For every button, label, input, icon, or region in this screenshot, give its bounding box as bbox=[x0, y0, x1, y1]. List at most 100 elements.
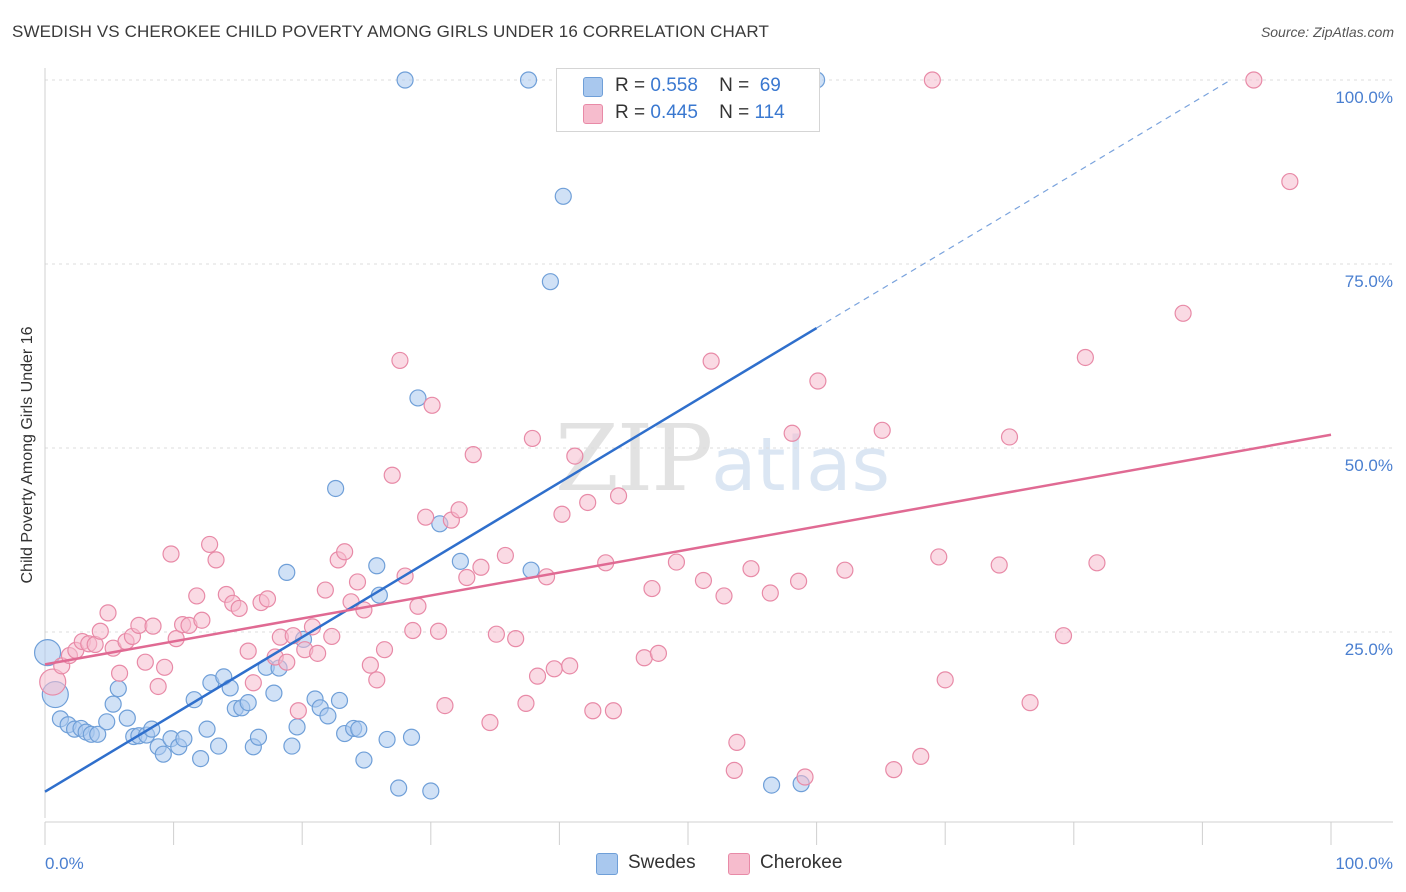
data-point-cherokee bbox=[1281, 172, 1299, 191]
data-point-cherokee bbox=[348, 573, 367, 591]
data-point-cherokee bbox=[1000, 428, 1019, 446]
data-point-cherokee bbox=[923, 71, 941, 89]
data-point-swedes bbox=[89, 725, 107, 743]
data-point-cherokee bbox=[289, 702, 307, 720]
data-point-cherokee bbox=[789, 572, 808, 590]
data-point-cherokee bbox=[649, 644, 668, 662]
r-label: R = bbox=[615, 75, 646, 96]
data-point-cherokee bbox=[809, 372, 827, 390]
stats-legend: R = 0.558 N = 69 R = 0.445 N = 114 bbox=[556, 68, 820, 132]
data-point-cherokee bbox=[936, 671, 954, 689]
data-point-swedes bbox=[210, 737, 228, 755]
data-point-swedes bbox=[390, 779, 408, 797]
data-point-swedes bbox=[378, 730, 396, 749]
data-point-cherokee bbox=[694, 571, 713, 590]
data-point-swedes bbox=[396, 71, 414, 89]
data-point-cherokee bbox=[1054, 627, 1073, 645]
data-point-cherokee bbox=[1245, 71, 1263, 89]
data-point-cherokee bbox=[635, 649, 653, 667]
data-point-cherokee bbox=[487, 625, 505, 643]
swedes-swatch bbox=[596, 853, 618, 875]
r-value-swedes: 0.558 bbox=[650, 75, 698, 96]
tick-labels: 0.0% 100.0% 25.0% 50.0% 75.0% 100.0% bbox=[45, 88, 1393, 873]
data-point-swedes bbox=[175, 730, 193, 748]
y-tick-label: 100.0% bbox=[1335, 88, 1393, 107]
legend-text-swedes: R = 0.558 N = 69 bbox=[615, 75, 781, 97]
data-point-cherokee bbox=[136, 653, 154, 671]
data-point-cherokee bbox=[579, 493, 597, 512]
data-point-cherokee bbox=[643, 579, 661, 598]
data-point-cherokee bbox=[309, 644, 327, 662]
data-point-swedes bbox=[355, 751, 373, 769]
r-value-cherokee: 0.445 bbox=[650, 102, 698, 123]
x-tick-label: 100.0% bbox=[1335, 854, 1393, 873]
data-point-swedes bbox=[118, 709, 136, 727]
data-point-swedes bbox=[350, 720, 368, 738]
data-point-swedes bbox=[319, 707, 337, 725]
data-point-cherokee bbox=[436, 696, 454, 715]
data-point-cherokee bbox=[383, 466, 401, 484]
n-value-swedes: 69 bbox=[759, 75, 781, 96]
data-point-cherokee bbox=[1174, 304, 1192, 322]
data-point-cherokee bbox=[553, 505, 571, 523]
data-point-cherokee bbox=[912, 747, 930, 765]
data-point-cherokee bbox=[1076, 348, 1094, 367]
data-point-cherokee bbox=[404, 621, 422, 640]
data-point-cherokee bbox=[715, 587, 733, 605]
data-point-cherokee bbox=[702, 352, 720, 370]
data-point-cherokee bbox=[742, 560, 760, 578]
data-point-cherokee bbox=[417, 508, 435, 526]
r-label: R = bbox=[615, 102, 646, 123]
data-point-cherokee bbox=[336, 543, 354, 561]
data-point-swedes bbox=[554, 187, 572, 205]
data-point-cherokee bbox=[796, 768, 814, 786]
y-tick-label: 75.0% bbox=[1345, 272, 1393, 291]
data-point-cherokee bbox=[323, 627, 341, 646]
data-point-swedes bbox=[278, 563, 296, 581]
x-tick-label: 0.0% bbox=[45, 854, 84, 873]
data-point-cherokee bbox=[728, 733, 746, 752]
data-point-swedes bbox=[519, 71, 538, 89]
data-point-cherokee bbox=[561, 657, 579, 675]
data-point-cherokee bbox=[316, 581, 334, 599]
legend-text-cherokee: R = 0.445 N = 114 bbox=[615, 102, 785, 124]
data-point-swedes bbox=[422, 782, 440, 800]
data-point-cherokee bbox=[239, 642, 257, 660]
data-point-swedes bbox=[541, 273, 559, 291]
data-point-swedes bbox=[265, 684, 283, 702]
trend-line-cherokee bbox=[44, 433, 1332, 666]
data-point-cherokee bbox=[836, 561, 854, 579]
data-point-swedes bbox=[154, 745, 172, 763]
series-legend: Swedes Cherokee bbox=[0, 852, 1406, 878]
data-point-cherokee bbox=[481, 713, 499, 732]
axes bbox=[44, 68, 1393, 845]
data-point-cherokee bbox=[761, 584, 779, 602]
data-point-cherokee bbox=[450, 501, 468, 519]
data-point-cherokee bbox=[230, 599, 248, 618]
data-point-cherokee bbox=[604, 702, 623, 720]
data-point-cherokee bbox=[110, 664, 129, 682]
data-points bbox=[33, 71, 1299, 800]
data-point-swedes bbox=[33, 639, 62, 667]
data-point-cherokee bbox=[258, 590, 277, 608]
data-point-cherokee bbox=[423, 396, 441, 414]
legend-label-swedes: Swedes bbox=[628, 852, 696, 873]
data-point-cherokee bbox=[368, 671, 386, 689]
data-point-swedes bbox=[451, 552, 469, 570]
data-point-cherokee bbox=[523, 429, 541, 448]
data-point-cherokee bbox=[99, 604, 117, 622]
data-point-cherokee bbox=[464, 446, 482, 464]
data-point-cherokee bbox=[458, 568, 476, 587]
cherokee-swatch bbox=[728, 853, 750, 875]
data-point-swedes bbox=[330, 691, 349, 710]
data-point-cherokee bbox=[528, 667, 547, 685]
chart-title: SWEDISH VS CHEROKEE CHILD POVERTY AMONG … bbox=[12, 22, 769, 41]
data-point-swedes bbox=[288, 718, 306, 736]
data-point-cherokee bbox=[244, 674, 262, 692]
data-point-cherokee bbox=[507, 630, 525, 648]
data-point-cherokee bbox=[144, 617, 162, 635]
data-point-cherokee bbox=[155, 658, 174, 676]
data-point-cherokee bbox=[725, 761, 743, 779]
data-point-cherokee bbox=[472, 558, 490, 576]
